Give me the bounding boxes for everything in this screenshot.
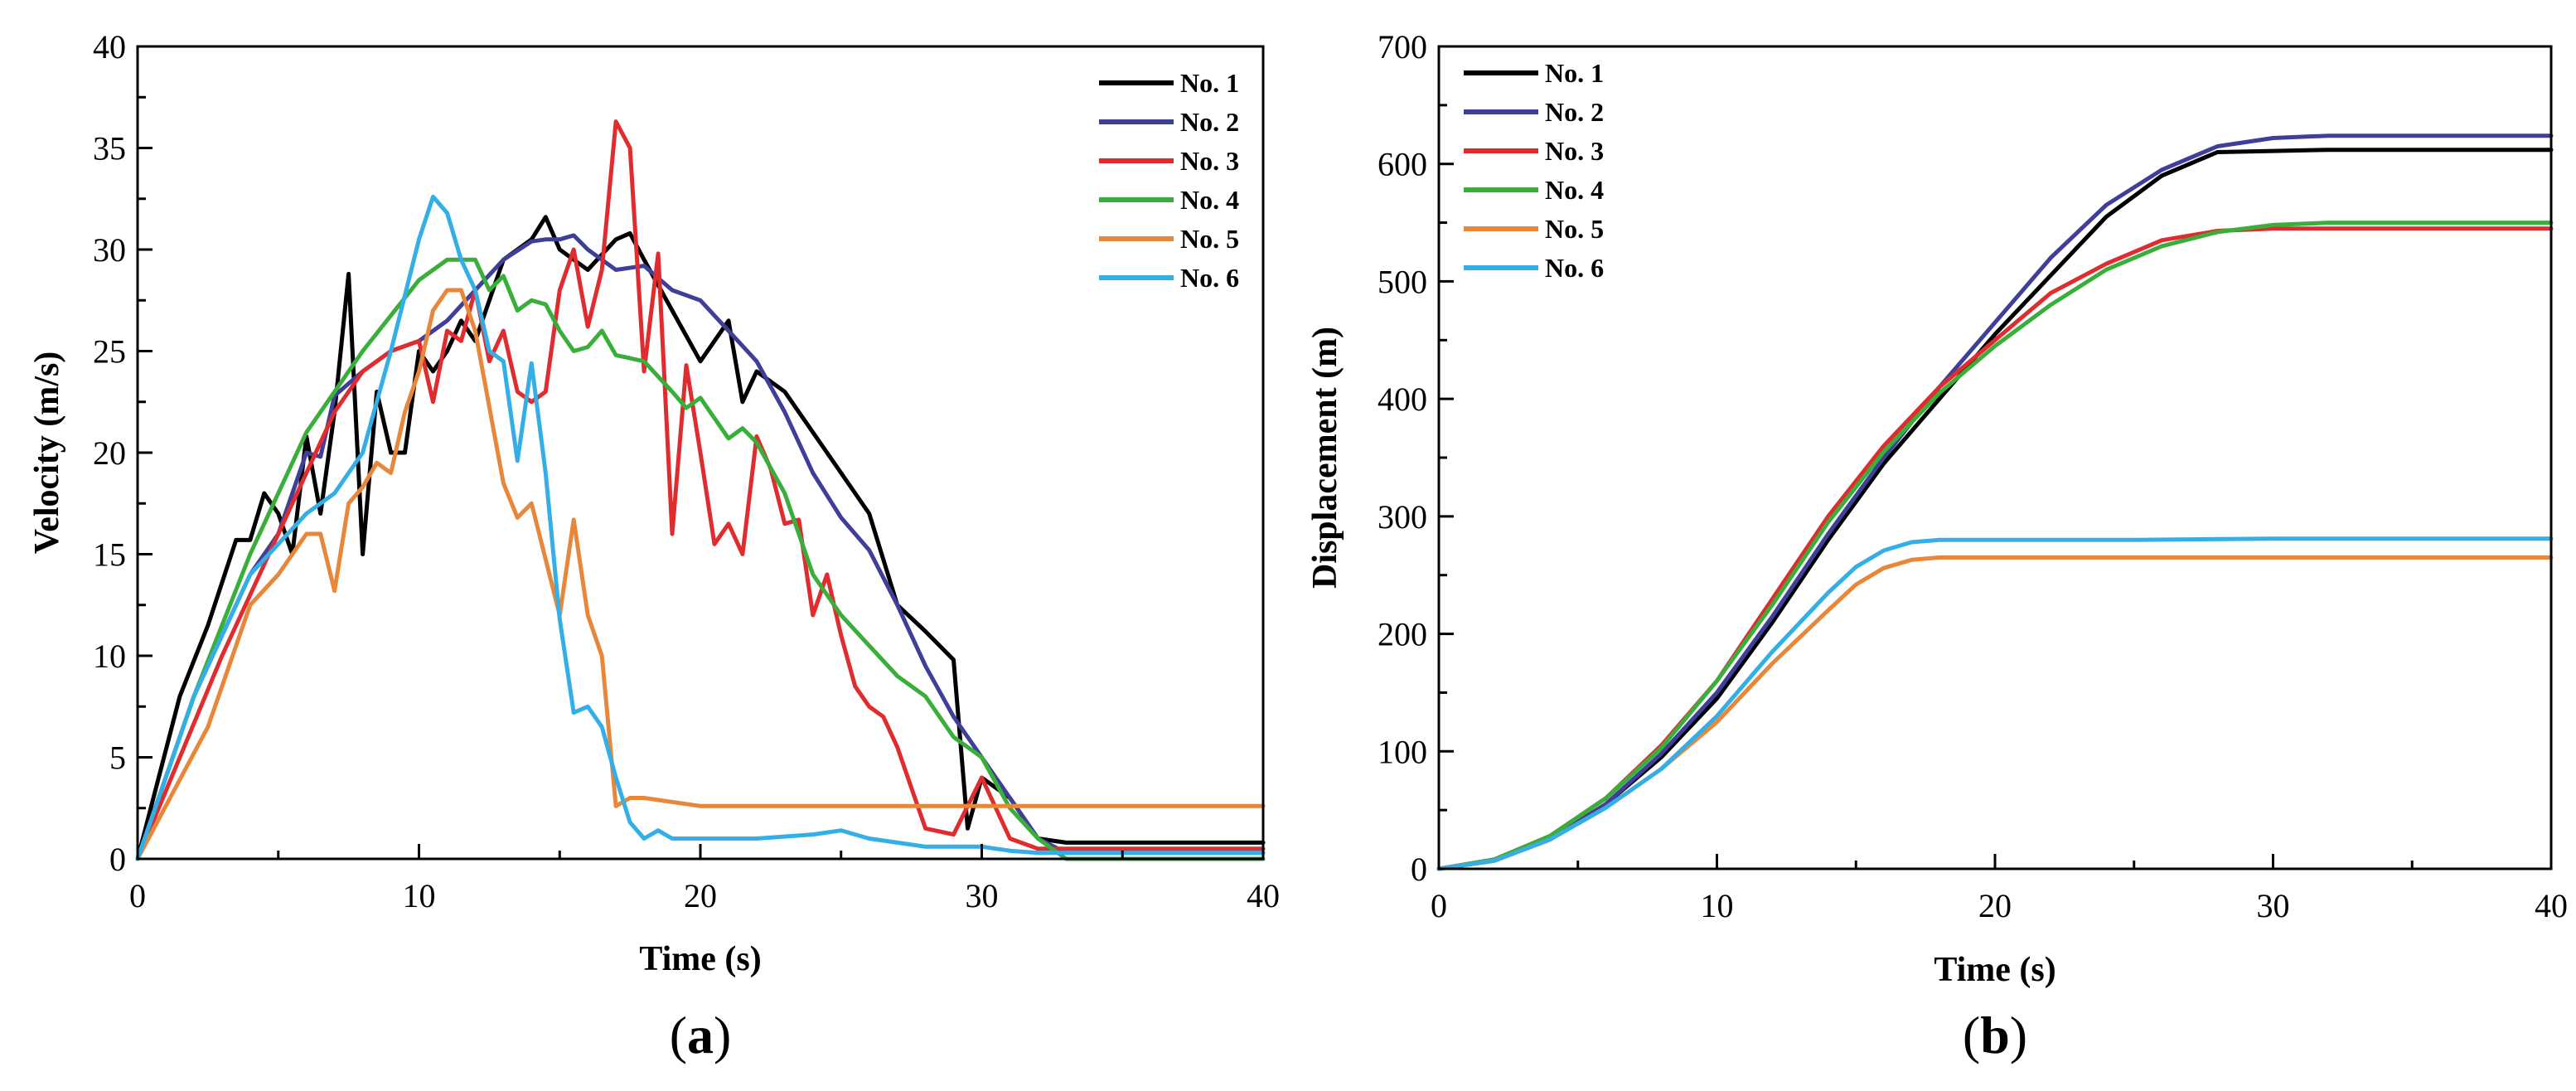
series-line-no-5 <box>1436 555 2554 871</box>
y-tick-label: 100 <box>1378 733 1427 770</box>
legend-label-no-4: No. 4 <box>1180 185 1239 215</box>
x-tick-label: 10 <box>403 877 436 914</box>
y-axis-title: Displacement (m) <box>1306 327 1344 589</box>
x-tick-label: 10 <box>1701 887 1734 924</box>
y-tick-label: 500 <box>1378 263 1427 300</box>
legend-label-no-1: No. 1 <box>1180 68 1239 98</box>
panel-label-open: ( <box>670 1006 687 1064</box>
y-tick-label: 20 <box>93 434 126 472</box>
y-tick-label: 30 <box>93 231 126 269</box>
x-tick-label: 20 <box>1978 887 2012 924</box>
y-tick-label: 40 <box>93 28 126 65</box>
legend-label-no-6: No. 6 <box>1545 253 1604 283</box>
series-line-no-5 <box>135 288 1266 861</box>
panel-label-open: ( <box>1963 1006 1980 1064</box>
y-tick-label: 700 <box>1378 28 1427 65</box>
x-tick-label: 30 <box>966 877 999 914</box>
series-line-no-1 <box>1436 148 2554 871</box>
x-tick-label: 40 <box>2535 887 2568 924</box>
legend-label-no-5: No. 5 <box>1545 214 1604 244</box>
y-tick-label: 35 <box>93 130 126 167</box>
series-lines <box>1436 133 2554 871</box>
y-tick-label: 0 <box>1411 851 1427 888</box>
series-line-no-1 <box>135 215 1266 861</box>
series-line-no-4 <box>1436 221 2554 871</box>
series-lines <box>135 119 1266 861</box>
y-tick-label: 5 <box>109 739 126 777</box>
series-line-no-4 <box>135 257 1266 861</box>
y-tick-label: 400 <box>1378 381 1427 418</box>
series-line-no-6 <box>1436 536 2554 871</box>
y-tick-label: 25 <box>93 333 126 371</box>
legend-label-no-6: No. 6 <box>1180 263 1239 293</box>
x-tick-label: 20 <box>684 877 717 914</box>
x-tick-label: 0 <box>129 877 146 914</box>
series-line-no-3 <box>135 119 1266 861</box>
y-tick-label: 300 <box>1378 498 1427 536</box>
panel-label-close: ) <box>2010 1006 2027 1064</box>
series-line-no-6 <box>135 194 1266 861</box>
legend-label-no-2: No. 2 <box>1545 97 1604 127</box>
legend: No. 1 No. 2 No. 3 No. 4 No. 5 No. 6 <box>1464 58 1604 283</box>
y-tick-label: 10 <box>93 638 126 675</box>
panel-label: (a) <box>670 1006 732 1064</box>
legend-label-no-3: No. 3 <box>1180 146 1239 176</box>
x-tick-label: 30 <box>2257 887 2290 924</box>
x-axis-title: Time (s) <box>1934 951 2055 989</box>
x-tick-label: 40 <box>1247 877 1280 914</box>
x-axis-title: Time (s) <box>639 940 761 978</box>
panel-label-letter: a <box>687 1006 714 1064</box>
y-tick-label: 600 <box>1378 146 1427 183</box>
velocity-chart: 0 10 20 30 40 0 5 10 15 20 25 30 35 40 Time (s) Velocit… <box>28 28 1280 1064</box>
panel-label: (b) <box>1963 1006 2027 1064</box>
legend-label-no-5: No. 5 <box>1180 224 1239 254</box>
y-tick-label: 200 <box>1378 616 1427 653</box>
series-line-no-2 <box>135 233 1266 861</box>
legend-label-no-4: No. 4 <box>1545 175 1604 205</box>
legend-label-no-1: No. 1 <box>1545 58 1604 88</box>
panel-label-letter: b <box>1980 1006 2010 1064</box>
plot-frame <box>1437 45 2553 870</box>
legend: No. 1 No. 2 No. 3 No. 4 No. 5 No. 6 <box>1099 68 1239 293</box>
legend-label-no-2: No. 2 <box>1180 107 1239 137</box>
y-tick-label: 0 <box>109 841 126 878</box>
y-tick-label: 15 <box>93 536 126 574</box>
series-line-no-2 <box>1436 133 2554 871</box>
panel-label-close: ) <box>714 1006 731 1064</box>
legend-label-no-3: No. 3 <box>1545 136 1604 166</box>
x-tick-label: 0 <box>1431 887 1447 924</box>
y-axis-title: Velocity (m/s) <box>28 352 66 555</box>
